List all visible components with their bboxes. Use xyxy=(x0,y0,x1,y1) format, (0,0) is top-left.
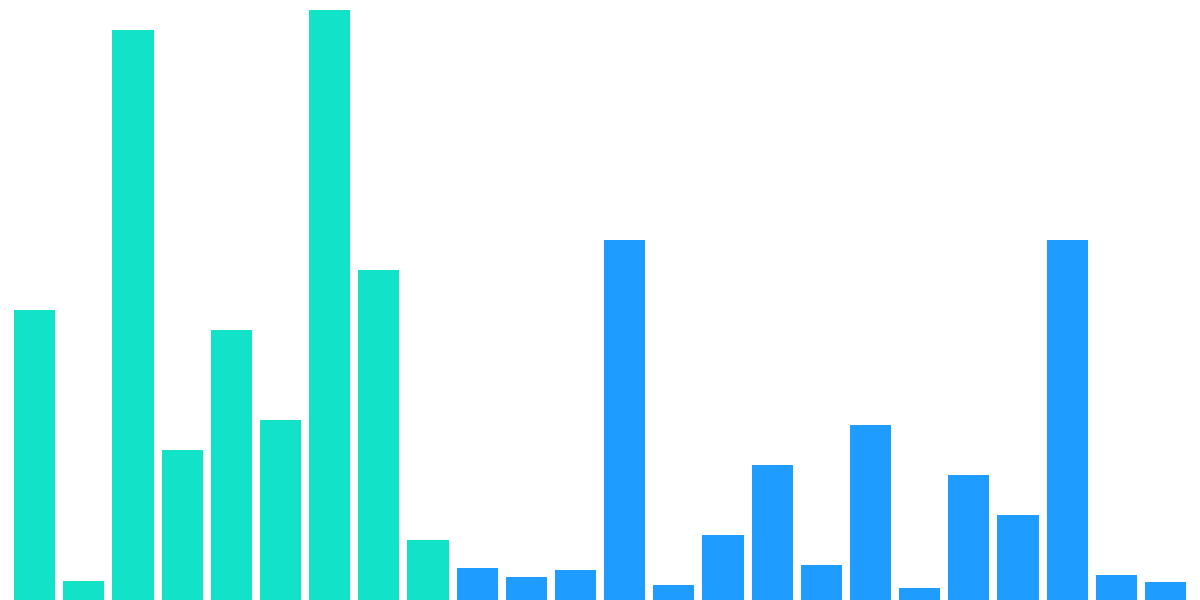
bar-series-a-6 xyxy=(309,10,350,600)
bar-series-b-12 xyxy=(1047,240,1088,600)
bar-series-b-1 xyxy=(506,577,547,600)
bar-series-b-9 xyxy=(899,588,940,600)
bar-series-b-4 xyxy=(653,585,694,600)
bar-series-a-0 xyxy=(14,310,55,600)
bar-series-b-2 xyxy=(555,570,596,600)
bar-series-b-10 xyxy=(948,475,989,600)
bar-series-b-5 xyxy=(702,535,743,600)
bar-series-a-7 xyxy=(358,270,399,600)
bar-chart xyxy=(0,0,1200,600)
bar-series-a-8 xyxy=(407,540,448,600)
bar-series-b-3 xyxy=(604,240,645,600)
bar-series-b-14 xyxy=(1145,582,1186,600)
bar-series-a-4 xyxy=(211,330,252,600)
bar-series-a-3 xyxy=(162,450,203,600)
bar-series-a-5 xyxy=(260,420,301,600)
bar-series-a-2 xyxy=(112,30,153,600)
bar-series-b-13 xyxy=(1096,575,1137,600)
bar-series-b-0 xyxy=(457,568,498,600)
bar-series-b-8 xyxy=(850,425,891,600)
bar-series-a-1 xyxy=(63,581,104,600)
bar-series-b-11 xyxy=(997,515,1038,600)
bar-series-b-6 xyxy=(752,465,793,600)
bar-series-b-7 xyxy=(801,565,842,600)
